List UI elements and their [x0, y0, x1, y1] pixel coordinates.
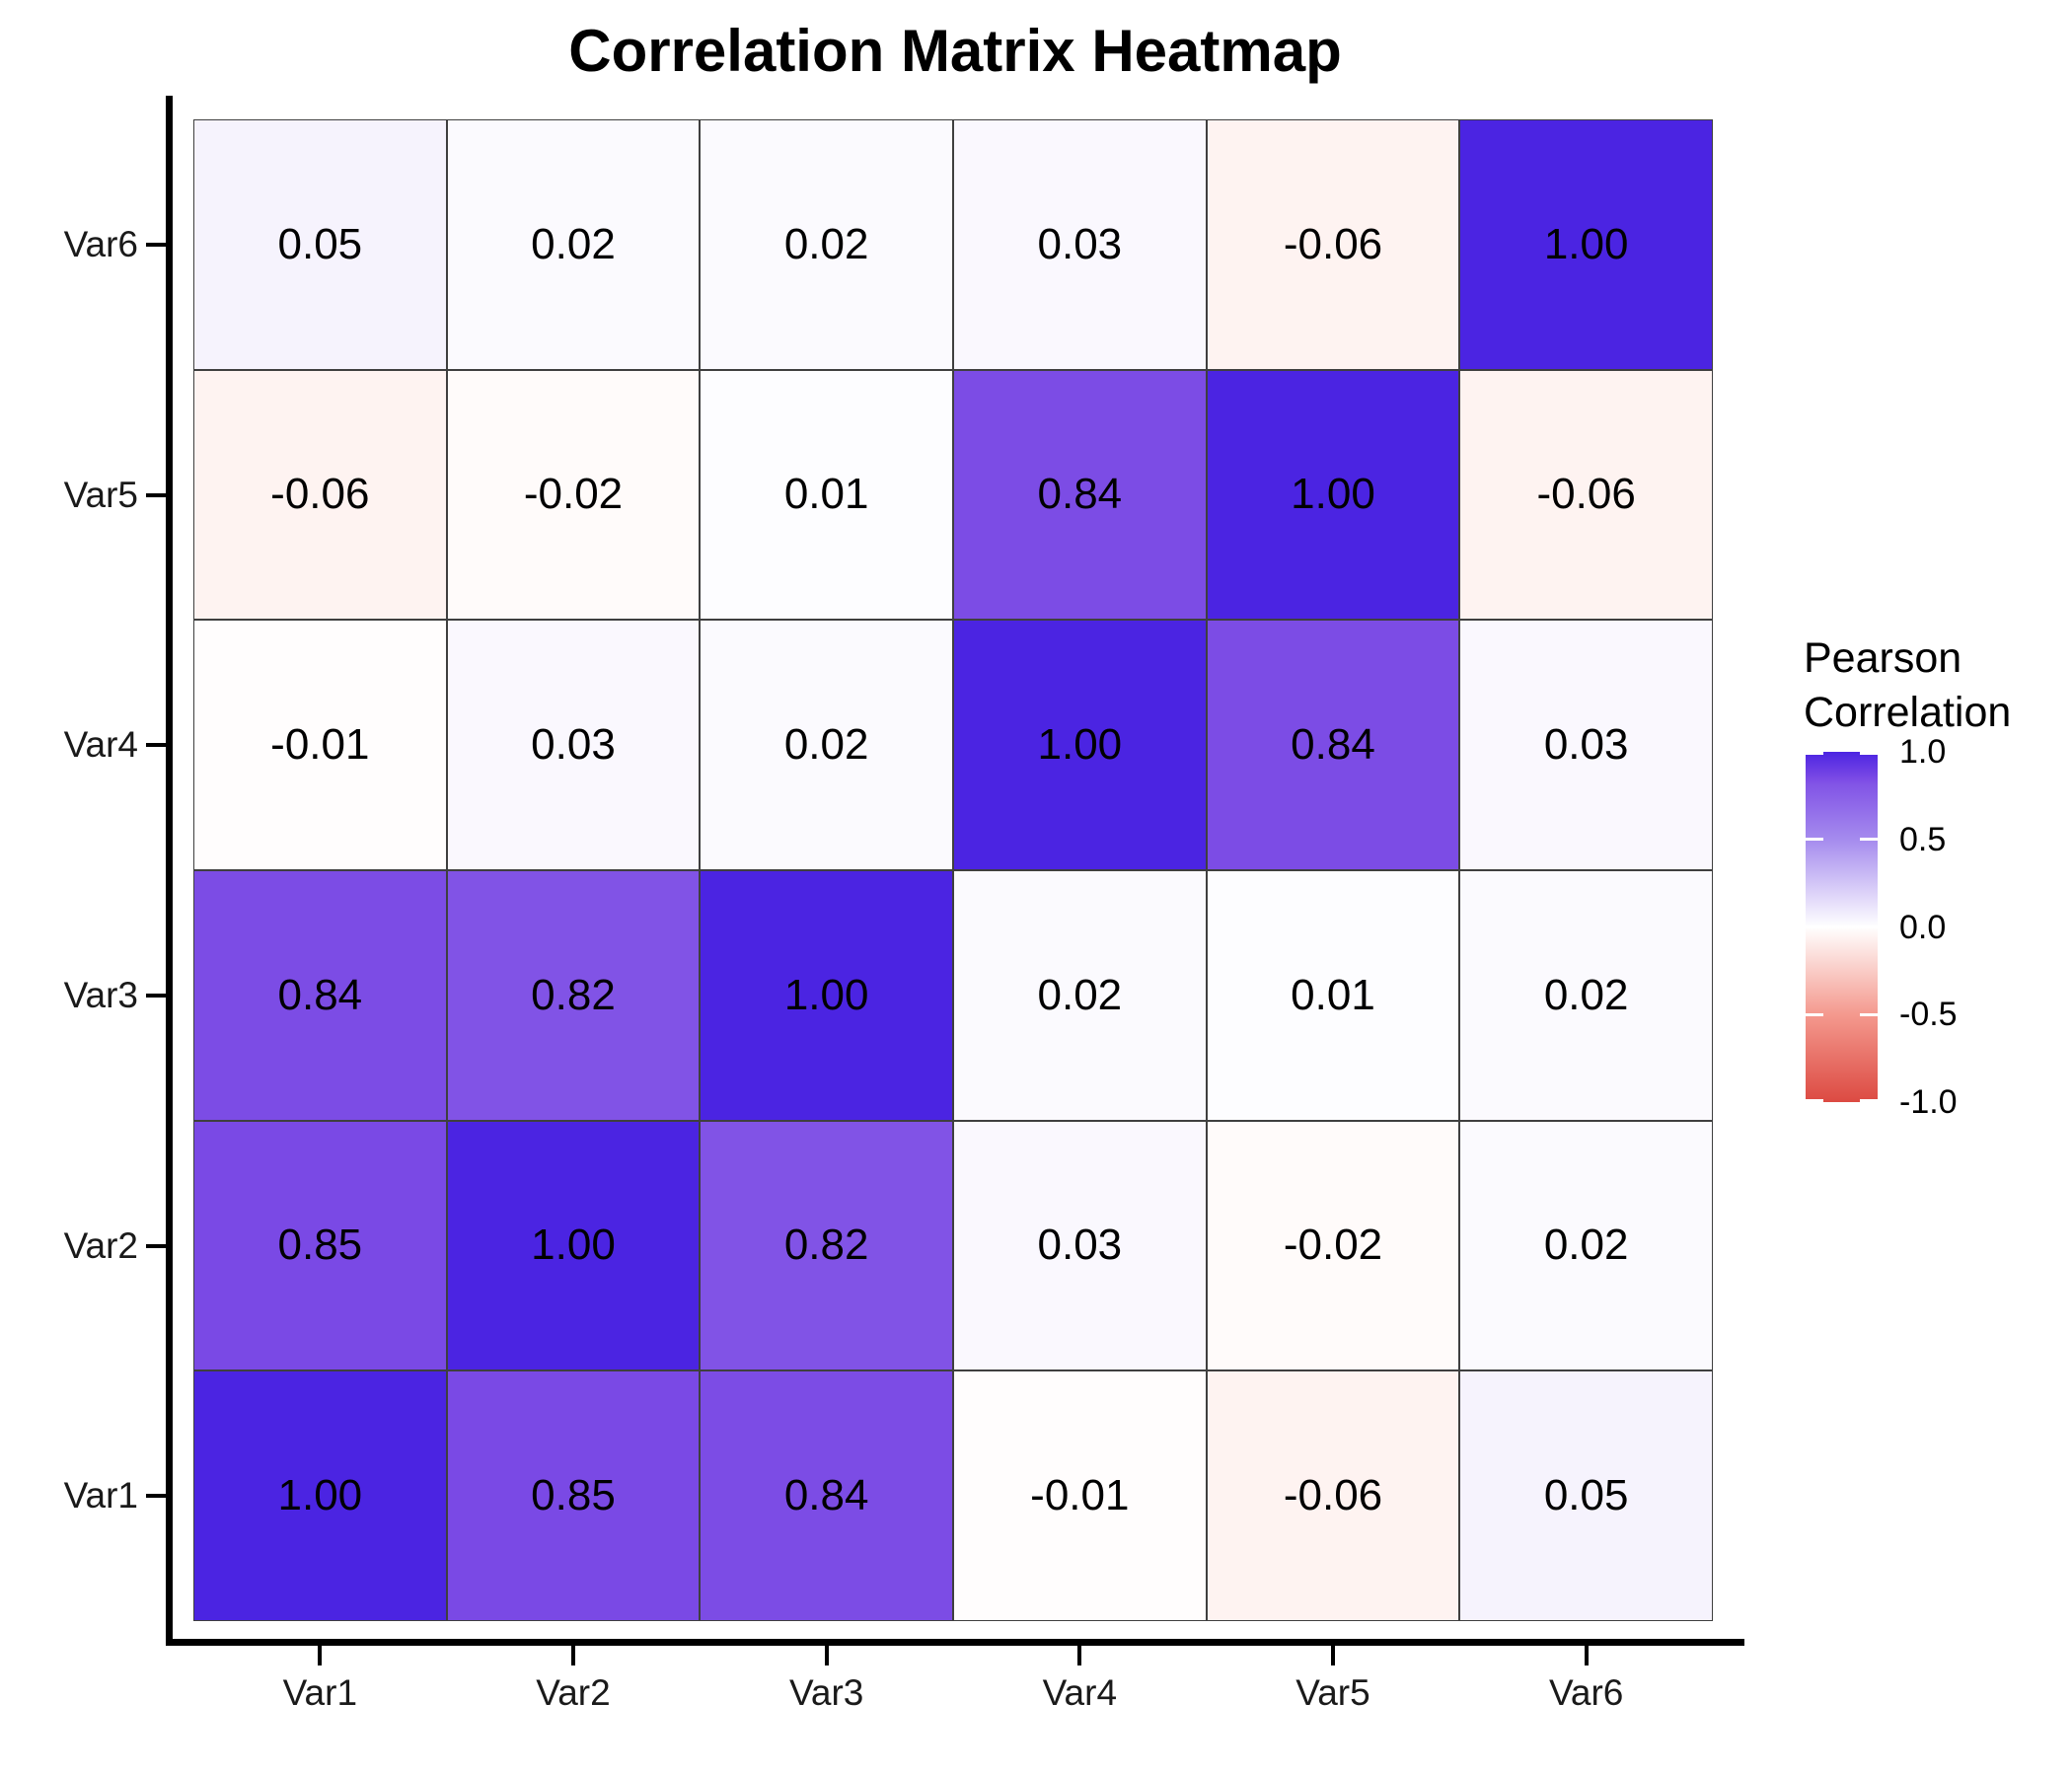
x-axis-line: [166, 1639, 1744, 1646]
y-axis-label-Var6: Var6: [63, 223, 138, 264]
legend-label-0.5: 0.5: [1899, 820, 1947, 858]
legend-tick-1.0-left: [1806, 752, 1823, 755]
y-axis-label-Var3: Var3: [63, 974, 138, 1015]
heatmap-cell-Var3-Var6: 0.02: [1459, 870, 1713, 1121]
heatmap-cell-Var4-Var5: 0.84: [1206, 620, 1460, 870]
x-tick-Var1: [318, 1646, 323, 1665]
x-tick-Var5: [1331, 1646, 1335, 1665]
heatmap-cell-Var3-Var5: 0.01: [1206, 870, 1460, 1121]
heatmap-cell-Var5-Var1: -0.06: [193, 369, 447, 621]
heatmap-cell-Var4-Var6: 0.03: [1459, 620, 1713, 870]
heatmap-cell-Var5-Var4: 0.84: [952, 369, 1207, 621]
heatmap-cell-Var3-Var4: 0.02: [952, 870, 1207, 1121]
heatmap-cell-Var4-Var1: -0.01: [193, 620, 447, 870]
x-axis-label-Var1: Var1: [282, 1672, 358, 1713]
y-tick-Var3: [146, 993, 166, 998]
heatmap-cell-Var5-Var2: -0.02: [446, 369, 701, 621]
heatmap-grid: 0.05 0.02 0.02 0.03 -0.06 1.00 -0.06 -0.02 0.01 0…: [193, 119, 1713, 1621]
heatmap-cell-Var1-Var4: -0.01: [952, 1370, 1207, 1621]
x-axis-label-Var5: Var5: [1295, 1672, 1370, 1713]
heatmap-cell-Var5-Var3: 0.01: [700, 369, 953, 621]
legend-tick--1.0-left: [1806, 1099, 1823, 1102]
legend-label-1.0: 1.0: [1899, 733, 1947, 771]
heatmap-cell-Var4-Var2: 0.03: [446, 620, 701, 870]
heatmap-cell-Var1-Var3: 0.84: [700, 1370, 953, 1621]
y-axis-label-Var2: Var2: [63, 1224, 138, 1266]
y-axis-line: [166, 96, 173, 1646]
y-tick-Var5: [146, 492, 166, 497]
y-tick-Var1: [146, 1494, 166, 1499]
legend-tick--0.5-left: [1806, 1012, 1823, 1016]
heatmap-cell-Var3-Var1: 0.84: [193, 870, 447, 1121]
legend-title-line-2: Correlation: [1804, 689, 2012, 736]
legend-tick--0.5-right: [1860, 1012, 1878, 1016]
x-axis-label-Var4: Var4: [1042, 1672, 1118, 1713]
heatmap-cell-Var3-Var2: 0.82: [446, 870, 701, 1121]
heatmap-cell-Var2-Var2: 1.00: [446, 1120, 701, 1371]
heatmap-cell-Var6-Var3: 0.02: [700, 119, 953, 370]
legend-label-0.0: 0.0: [1899, 908, 1947, 946]
legend-tick-0.5-left: [1806, 838, 1823, 842]
heatmap-cell-Var2-Var5: -0.02: [1206, 1120, 1460, 1371]
y-tick-Var6: [146, 242, 166, 247]
y-axis-label-Var1: Var1: [63, 1475, 138, 1517]
x-axis-label-Var3: Var3: [788, 1672, 864, 1713]
y-axis-label-Var4: Var4: [63, 724, 138, 766]
heatmap-cell-Var5-Var5: 1.00: [1206, 369, 1460, 621]
heatmap-cell-Var1-Var2: 0.85: [446, 1370, 701, 1621]
heatmap-cell-Var2-Var4: 0.03: [952, 1120, 1207, 1371]
heatmap-cell-Var6-Var1: 0.05: [193, 119, 447, 370]
heatmap-cell-Var3-Var3: 1.00: [700, 870, 953, 1121]
legend-tick-0.5-right: [1860, 838, 1878, 842]
legend-tick-0.0-right: [1860, 925, 1878, 928]
heatmap-cell-Var4-Var3: 0.02: [700, 620, 953, 870]
heatmap-cell-Var1-Var6: 0.05: [1459, 1370, 1713, 1621]
heatmap-cell-Var2-Var3: 0.82: [700, 1120, 953, 1371]
y-tick-Var2: [146, 1243, 166, 1248]
legend-title-line-1: Pearson: [1804, 634, 1962, 682]
legend-tick-0.0-left: [1806, 925, 1823, 928]
legend-title: Pearson Correlation: [1804, 631, 2011, 740]
x-tick-Var6: [1584, 1646, 1589, 1665]
heatmap-cell-Var2-Var1: 0.85: [193, 1120, 447, 1371]
chart-title: Correlation Matrix Heatmap: [568, 18, 1342, 84]
x-tick-Var3: [824, 1646, 829, 1665]
x-axis-label-Var2: Var2: [536, 1672, 611, 1713]
legend-label--1.0: -1.0: [1899, 1083, 1958, 1121]
y-tick-Var4: [146, 743, 166, 748]
heatmap-cell-Var1-Var1: 1.00: [193, 1370, 447, 1621]
heatmap-cell-Var1-Var5: -0.06: [1206, 1370, 1460, 1621]
legend-label--0.5: -0.5: [1899, 996, 1958, 1034]
heatmap-cell-Var6-Var6: 1.00: [1459, 119, 1713, 370]
x-tick-Var2: [571, 1646, 575, 1665]
y-axis-label-Var5: Var5: [63, 474, 138, 515]
heatmap-cell-Var6-Var5: -0.06: [1206, 119, 1460, 370]
x-tick-Var4: [1077, 1646, 1082, 1665]
heatmap-cell-Var2-Var6: 0.02: [1459, 1120, 1713, 1371]
heatmap-cell-Var6-Var2: 0.02: [446, 119, 701, 370]
legend-tick-1.0-right: [1860, 752, 1878, 755]
heatmap-cell-Var4-Var4: 1.00: [952, 620, 1207, 870]
heatmap-cell-Var5-Var6: -0.06: [1459, 369, 1713, 621]
heatmap-cell-Var6-Var4: 0.03: [952, 119, 1207, 370]
legend-tick--1.0-right: [1860, 1099, 1878, 1102]
x-axis-label-Var6: Var6: [1548, 1672, 1624, 1713]
